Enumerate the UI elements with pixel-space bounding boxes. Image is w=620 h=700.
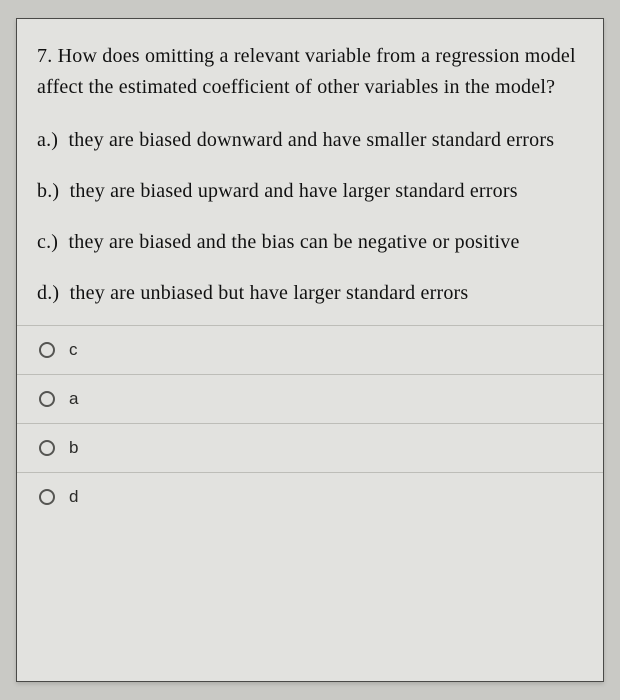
radio-icon xyxy=(39,391,55,407)
question-number: 7. xyxy=(37,45,52,67)
option-c-label: c.) xyxy=(37,231,58,253)
option-c: c.) they are biased and the bias can be … xyxy=(37,227,583,258)
answer-choice-c[interactable]: c xyxy=(17,325,603,374)
answer-choice-label: b xyxy=(69,438,78,458)
question-text: 7. How does omitting a relevant variable… xyxy=(37,41,583,103)
option-b: b.) they are biased upward and have larg… xyxy=(37,176,583,207)
answer-choice-a[interactable]: a xyxy=(17,374,603,423)
radio-icon xyxy=(39,489,55,505)
option-d-text: they are unbiased but have larger standa… xyxy=(70,282,469,304)
option-a-label: a.) xyxy=(37,129,58,151)
question-block: 7. How does omitting a relevant variable… xyxy=(37,41,583,325)
answer-choice-label: c xyxy=(69,340,78,360)
question-body: How does omitting a relevant variable fr… xyxy=(37,45,576,98)
answer-choice-d[interactable]: d xyxy=(17,472,603,521)
answer-choices: c a b d xyxy=(17,325,603,521)
quiz-card: 7. How does omitting a relevant variable… xyxy=(16,18,604,682)
option-d-label: d.) xyxy=(37,282,59,304)
answer-choice-label: d xyxy=(69,487,78,507)
option-b-label: b.) xyxy=(37,180,59,202)
option-a: a.) they are biased downward and have sm… xyxy=(37,125,583,156)
answer-choice-label: a xyxy=(69,389,78,409)
option-d: d.) they are unbiased but have larger st… xyxy=(37,278,583,309)
answer-choice-b[interactable]: b xyxy=(17,423,603,472)
option-c-text: they are biased and the bias can be nega… xyxy=(69,231,520,253)
option-a-text: they are biased downward and have smalle… xyxy=(69,129,555,151)
radio-icon xyxy=(39,342,55,358)
radio-icon xyxy=(39,440,55,456)
option-b-text: they are biased upward and have larger s… xyxy=(70,180,518,202)
